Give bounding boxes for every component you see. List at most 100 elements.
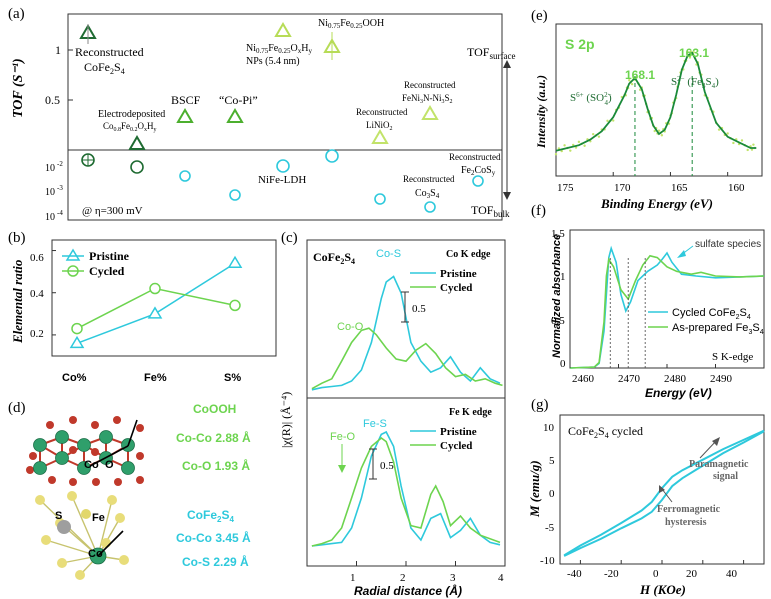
d-label-cos: Co-S 2.29 Å — [182, 554, 249, 569]
e-xlabel: Binding Energy (eV) — [600, 196, 713, 211]
g-branch-1 — [563, 429, 765, 557]
panel-f: (f) Normalized absorbance 0 0.5 1 1.5 24… — [531, 203, 765, 400]
a-arrow-up-head — [503, 60, 511, 68]
b-legend-marker-cycled — [67, 265, 79, 277]
a-bulk-copi — [229, 189, 241, 201]
a-tof-surface-sub: surface — [489, 51, 515, 61]
c-xlabel: Radial distance (Å) — [354, 584, 462, 598]
g-y2: 5 — [549, 455, 555, 467]
d-oxygen-atom — [92, 478, 100, 486]
f-x2460: 2460 — [572, 373, 595, 385]
e-x170: 170 — [614, 182, 631, 194]
e-s6-main: S — [570, 92, 576, 104]
a-text-fe2cosy-main: Fe — [461, 165, 472, 176]
a-exp-m3: -3 — [57, 184, 63, 192]
panel-b: (b) Elemental ratio 0.2 0.4 0.6 Co% Fe% … — [8, 230, 277, 384]
panel-c: (c) |χ(R)| (Å⁻⁴) CoFe2S4 Co K edge Prist… — [279, 230, 506, 598]
f-edge: S K-edge — [712, 351, 753, 363]
e-raw-point — [606, 119, 609, 123]
g-y4: -5 — [545, 522, 555, 534]
e-raw-point — [717, 128, 721, 131]
d-oxygen-atom — [91, 421, 99, 429]
c-legend-pristine: Pristine — [440, 268, 477, 280]
e-raw-point — [563, 144, 566, 147]
e-raw-point — [726, 132, 729, 135]
b-point-cycled — [71, 322, 83, 335]
d-coco2-arrow — [97, 530, 124, 557]
g-x5: 40 — [726, 568, 738, 580]
c-x3: 3 — [450, 572, 456, 584]
f-plot-area — [569, 245, 765, 369]
d-atom-o: O — [105, 459, 114, 471]
a-text-cofe2s4-main: CoFe — [84, 60, 110, 74]
c-legend-cycled: Cycled — [440, 282, 472, 294]
b-cat-co: Co% — [62, 372, 87, 384]
a-sub-2: 2 — [110, 67, 114, 76]
panel-c-frame — [306, 239, 506, 567]
g-y3: 0 — [549, 488, 555, 500]
c-peak-cos: Co-S — [376, 248, 401, 260]
panel-b-ylabel: Elemental ratio — [10, 259, 25, 344]
g-x4: 20 — [686, 568, 698, 580]
d-cobalt-atom — [33, 461, 47, 475]
a-text-bscf: BSCF — [171, 93, 201, 107]
e-raw-point — [686, 51, 689, 54]
f-legend-1-main: Cycled CoFe — [672, 307, 736, 319]
b-legend-cycled: Cycled — [89, 264, 125, 278]
b-plot-area — [52, 250, 243, 349]
a-text-nifeoxhy-ni: Ni — [246, 43, 256, 54]
b-point-pristine — [227, 255, 243, 268]
a-tick-m4: 10 — [45, 212, 55, 223]
a-tof-surface-main: TOF — [467, 45, 490, 59]
d-spinel-bond — [71, 495, 99, 557]
a-text-feni3n-title: Reconstructed — [404, 80, 456, 90]
b-tick-02: 0.2 — [30, 328, 44, 340]
f-y05: 0.5 — [551, 315, 565, 327]
d-atom-fe: Fe — [92, 512, 105, 524]
f-y0: 0 — [560, 358, 566, 370]
g-title-cycled: cycled — [609, 424, 643, 438]
e-raw-point — [597, 135, 601, 138]
d-sulfur-atom — [101, 538, 111, 548]
a-tick-m2: 10 — [45, 163, 55, 174]
e-raw-point — [583, 144, 586, 147]
panel-b-frame — [51, 239, 277, 357]
d-oxygen-atom — [26, 466, 34, 474]
g-y5: -10 — [540, 555, 555, 567]
a-text-nifeoxhy: Ni0.75Fe0.25OxHy — [246, 43, 312, 55]
g-title: CoFe2S4 cycled — [568, 424, 643, 440]
a-text-fe2cosy-title: Reconstructed — [449, 152, 501, 162]
c-x2: 2 — [400, 572, 406, 584]
b-legend-marker-pristine — [65, 248, 81, 261]
a-text-co3s4-main: Co — [415, 188, 427, 199]
g-y1: 10 — [543, 422, 555, 434]
d-label-coco1: Co-Co 2.88 Å — [176, 430, 251, 445]
a-text-reconstructed: Reconstructed — [75, 45, 144, 59]
e-raw-point — [577, 140, 581, 144]
a-tof-bulk: TOFbulk — [471, 203, 510, 219]
f-legend-1: Cycled CoFe2S4 — [672, 307, 751, 321]
d-cooh-structure — [26, 416, 144, 486]
a-text-linio2-main: LiNiO — [366, 120, 390, 130]
d-oxygen-atom — [29, 452, 37, 460]
c-co-edge: Co K edge — [446, 249, 491, 260]
a-point-bscf — [176, 108, 194, 123]
c-title-main: CoFe — [313, 250, 341, 264]
g-xlabel: H (KOe) — [639, 582, 686, 597]
c-title: CoFe2S4 — [313, 250, 355, 266]
a-text-co3s4-title: Reconstructed — [403, 174, 455, 184]
g-title-main: CoFe — [568, 424, 594, 438]
panel-d: (d) Co O S Fe Co CoOOH Co-Co 2.88 Å Co-O… — [8, 400, 251, 580]
a-text-nifeooh-ni: Ni — [318, 18, 328, 29]
c-top-line-pristine — [311, 275, 501, 391]
d-oxygen-atom — [136, 452, 144, 460]
d-iron-atom — [81, 509, 91, 519]
e-fit-line — [555, 51, 757, 152]
e-raw-point — [750, 148, 754, 151]
f-sulfate: sulfate species — [695, 239, 761, 250]
d-cobalt-atom — [77, 438, 91, 452]
d-oxygen-atom — [91, 448, 99, 456]
g-ferro-arrowhead — [659, 485, 665, 493]
a-text-s: S — [114, 60, 121, 74]
c-fe-edge: Fe K edge — [449, 407, 492, 418]
